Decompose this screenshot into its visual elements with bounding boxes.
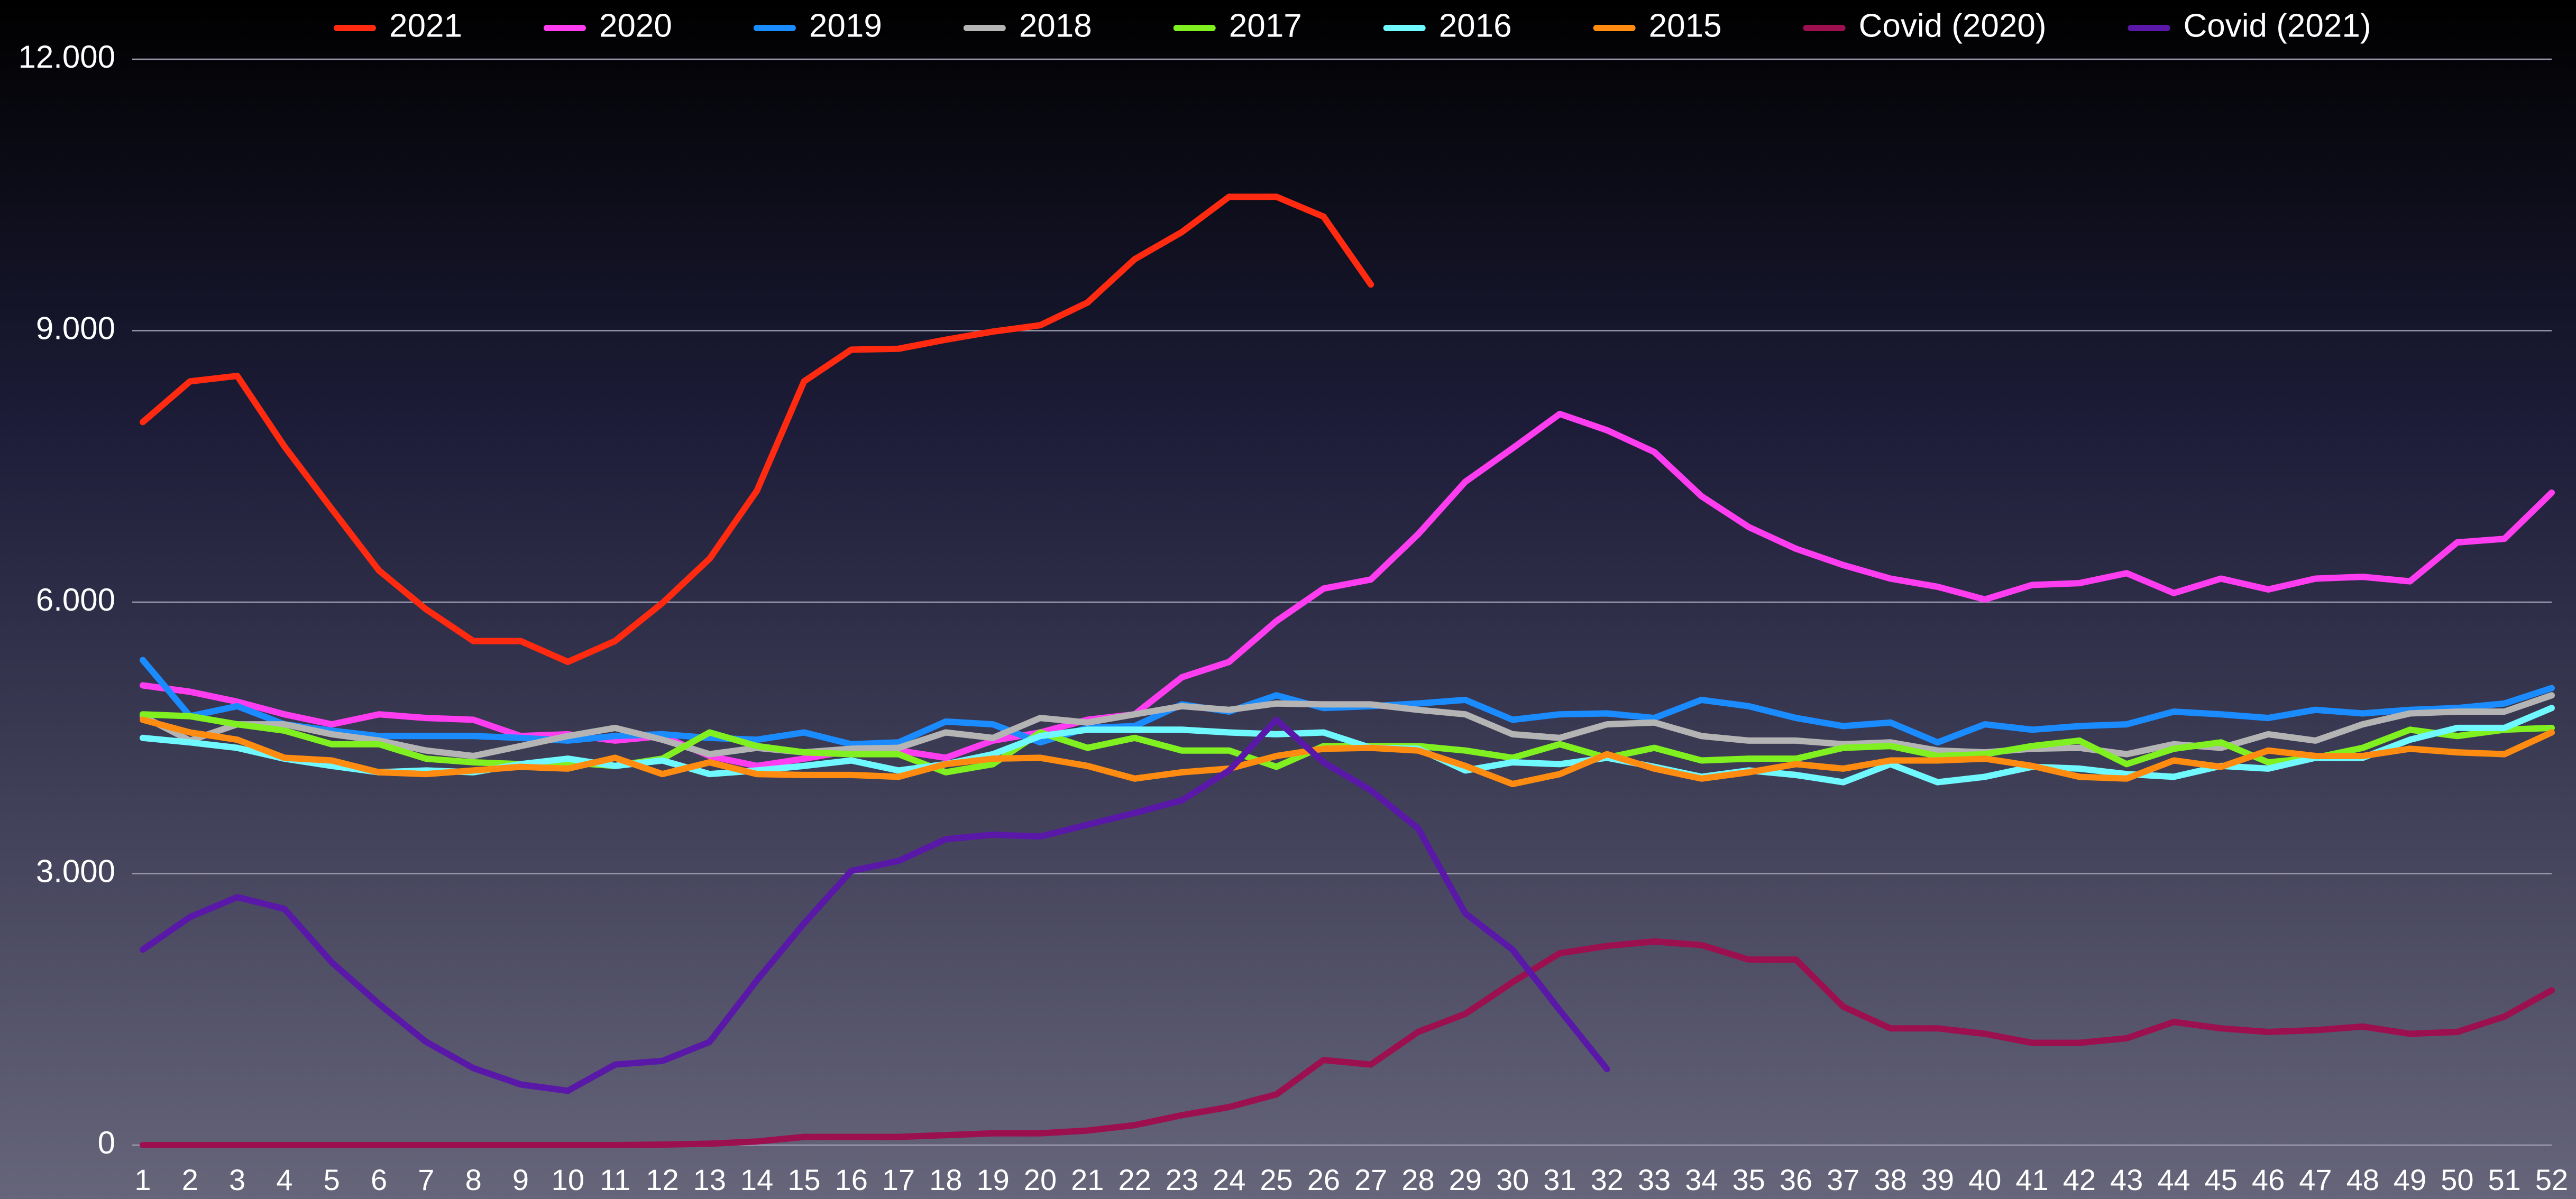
x-tick-label: 27 xyxy=(1354,1163,1387,1196)
series-line xyxy=(140,716,2555,787)
x-tick-label: 34 xyxy=(1685,1163,1718,1196)
x-tick-label: 50 xyxy=(2441,1163,2473,1196)
x-tick-label: 1 xyxy=(134,1163,151,1196)
x-tick-label: 48 xyxy=(2346,1163,2379,1196)
x-tick-label: 43 xyxy=(2110,1163,2143,1196)
x-tick-label: 36 xyxy=(1780,1163,1812,1196)
x-tick-label: 46 xyxy=(2252,1163,2285,1196)
series-line xyxy=(140,411,2555,769)
x-tick-label: 22 xyxy=(1118,1163,1151,1196)
x-tick-label: 10 xyxy=(552,1163,584,1196)
x-tick-label: 39 xyxy=(1921,1163,1954,1196)
x-tick-label: 19 xyxy=(976,1163,1009,1196)
series-line xyxy=(140,705,2555,786)
x-tick-label: 20 xyxy=(1024,1163,1057,1196)
legend-label: 2015 xyxy=(1649,7,1722,44)
x-tick-label: 32 xyxy=(1591,1163,1624,1196)
x-tick-label: 33 xyxy=(1638,1163,1671,1196)
series-line xyxy=(140,193,1374,665)
x-tick-label: 49 xyxy=(2394,1163,2426,1196)
legend-label: 2019 xyxy=(809,7,882,44)
x-tick-label: 40 xyxy=(1968,1163,2001,1196)
x-tick-label: 4 xyxy=(276,1163,292,1196)
x-tick-label: 15 xyxy=(787,1163,820,1196)
y-tick-label: 6.000 xyxy=(36,582,115,617)
x-tick-label: 52 xyxy=(2535,1163,2568,1196)
y-tick-label: 0 xyxy=(98,1125,115,1160)
x-tick-label: 25 xyxy=(1260,1163,1292,1196)
x-tick-label: 44 xyxy=(2157,1163,2190,1196)
series-line xyxy=(140,716,1610,1094)
x-tick-label: 42 xyxy=(2063,1163,2096,1196)
x-tick-label: 12 xyxy=(646,1163,679,1196)
x-tick-label: 18 xyxy=(929,1163,962,1196)
legend-label: 2021 xyxy=(389,7,462,44)
x-tick-label: 3 xyxy=(229,1163,245,1196)
x-tick-label: 7 xyxy=(418,1163,434,1196)
y-tick-label: 12.000 xyxy=(18,39,115,75)
x-tick-label: 51 xyxy=(2488,1163,2521,1196)
x-tick-label: 21 xyxy=(1071,1163,1104,1196)
x-tick-label: 17 xyxy=(882,1163,915,1196)
x-tick-label: 5 xyxy=(324,1163,340,1196)
x-tick-label: 14 xyxy=(740,1163,773,1196)
x-tick-label: 47 xyxy=(2299,1163,2332,1196)
x-tick-label: 26 xyxy=(1307,1163,1340,1196)
legend-label: 2020 xyxy=(599,7,672,44)
x-tick-label: 35 xyxy=(1732,1163,1765,1196)
x-tick-label: 24 xyxy=(1213,1163,1245,1196)
x-tick-label: 31 xyxy=(1543,1163,1576,1196)
x-tick-label: 45 xyxy=(2205,1163,2238,1196)
y-tick-label: 3.000 xyxy=(36,853,115,889)
x-tick-label: 29 xyxy=(1449,1163,1482,1196)
x-tick-label: 2 xyxy=(182,1163,198,1196)
x-tick-label: 28 xyxy=(1401,1163,1434,1196)
legend-label: 2016 xyxy=(1439,7,1512,44)
x-tick-label: 16 xyxy=(835,1163,868,1196)
x-tick-label: 6 xyxy=(371,1163,387,1196)
legend-label: 2017 xyxy=(1229,7,1302,44)
x-tick-label: 38 xyxy=(1874,1163,1906,1196)
legend-label: Covid (2020) xyxy=(1859,7,2047,44)
x-tick-label: 30 xyxy=(1496,1163,1529,1196)
x-tick-label: 11 xyxy=(600,1163,630,1196)
series-line xyxy=(140,938,2555,1148)
x-tick-label: 23 xyxy=(1166,1163,1198,1196)
series-line xyxy=(140,692,2555,759)
x-tick-label: 9 xyxy=(512,1163,529,1196)
x-tick-label: 37 xyxy=(1827,1163,1859,1196)
legend-label: 2018 xyxy=(1019,7,1092,44)
x-tick-label: 41 xyxy=(2015,1163,2048,1196)
x-tick-label: 13 xyxy=(693,1163,726,1196)
legend-label: Covid (2021) xyxy=(2184,7,2371,44)
x-tick-label: 8 xyxy=(465,1163,482,1196)
y-tick-label: 9.000 xyxy=(36,310,115,346)
